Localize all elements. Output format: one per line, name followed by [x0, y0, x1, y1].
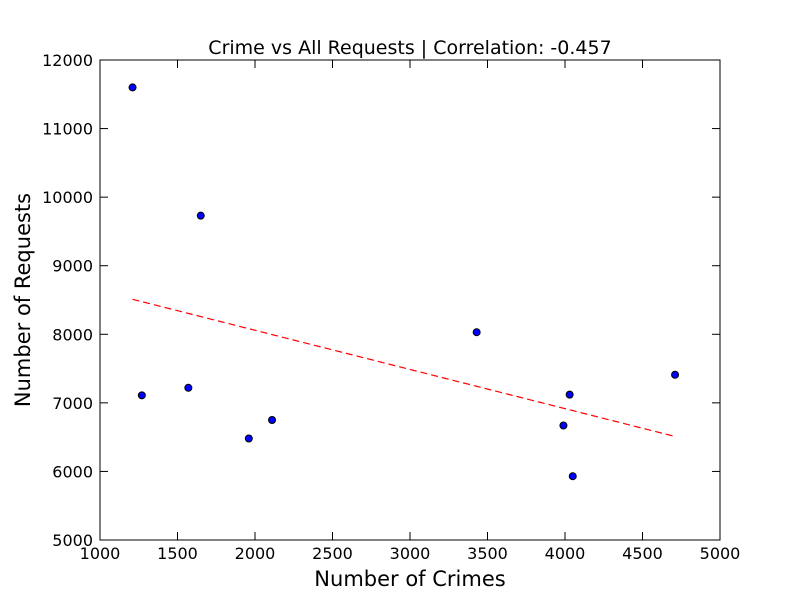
- x-tick-label: 4000: [545, 544, 586, 563]
- data-point: [196, 211, 205, 220]
- data-point: [472, 328, 481, 337]
- x-tick-label: 1000: [80, 544, 121, 563]
- data-point: [671, 370, 680, 379]
- y-tick-label: 10000: [42, 188, 93, 207]
- x-tick-label: 2000: [235, 544, 276, 563]
- tick-labels: 1000 1500 2000 2500 3000 3500 4000 4500 5000 5000…: [42, 51, 740, 563]
- data-point: [568, 472, 577, 481]
- data-point: [244, 434, 253, 443]
- data-point: [184, 383, 193, 392]
- y-tick-label: 9000: [52, 257, 93, 276]
- data-point: [565, 390, 574, 399]
- y-axis-title: Number of Requests: [11, 193, 35, 407]
- data-point: [268, 416, 277, 424]
- x-tick-label: 1500: [157, 544, 198, 563]
- x-tick-label: 3000: [390, 544, 431, 563]
- data-point: [137, 391, 146, 400]
- y-tick-label: 11000: [42, 120, 93, 139]
- x-tick-label: 2500: [312, 544, 353, 563]
- y-tick-label: 8000: [52, 325, 93, 344]
- chart-title: Crime vs All Requests | Correlation: -0.…: [208, 37, 611, 59]
- x-tick-label: 3500: [467, 544, 508, 563]
- y-tick-label: 7000: [52, 394, 93, 413]
- x-tick-label: 5000: [700, 544, 741, 563]
- x-axis-title: Number of Crimes: [314, 567, 505, 591]
- y-tick-label: 5000: [52, 531, 93, 550]
- y-tick-label: 12000: [42, 51, 93, 70]
- trend-line: [132, 298, 676, 438]
- data-points-layer: [128, 83, 680, 481]
- plot-area-frame: [99, 59, 721, 541]
- y-tick-label: 6000: [52, 462, 93, 481]
- data-point: [559, 421, 568, 430]
- data-point: [128, 83, 137, 92]
- x-tick-label: 4500: [622, 544, 663, 563]
- trend-line-layer: [132, 298, 676, 438]
